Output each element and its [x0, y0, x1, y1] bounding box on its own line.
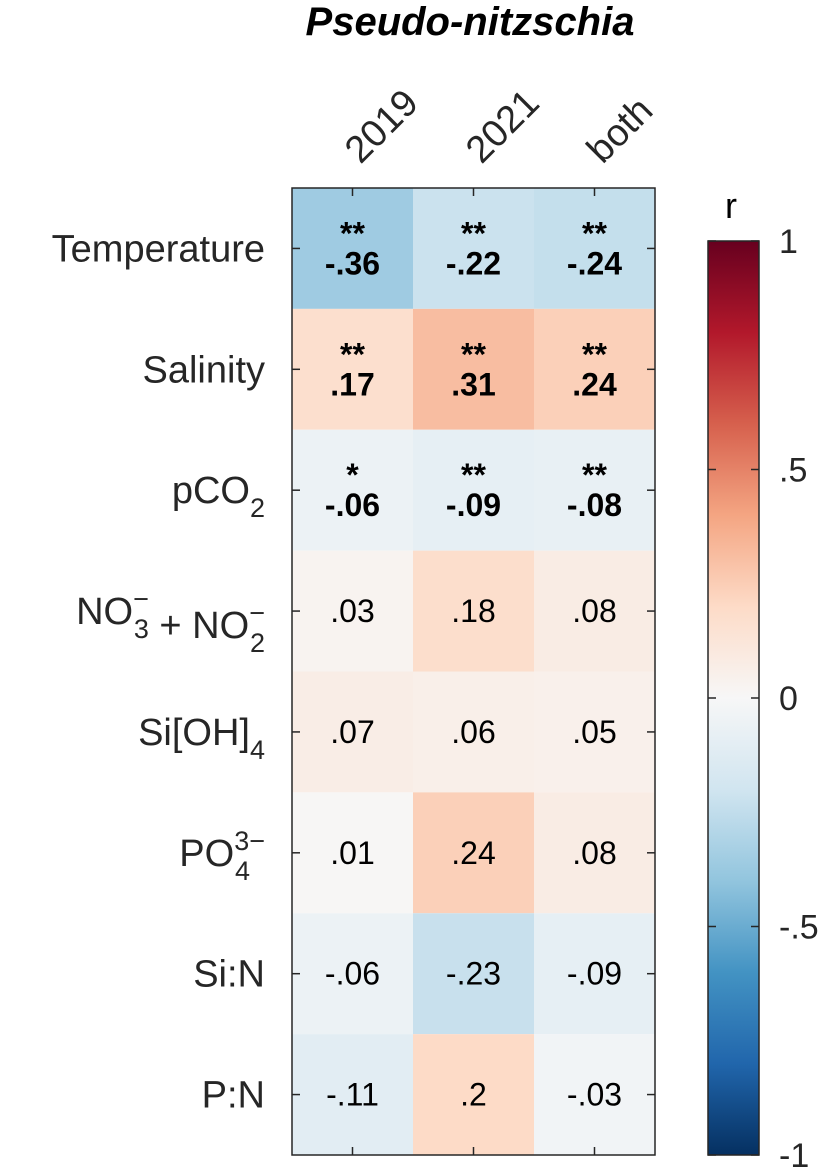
- heatmap-cell: [292, 550, 413, 672]
- cell-value-label: .24: [572, 366, 617, 402]
- significance-label: **: [582, 215, 607, 251]
- cell-value-label: -.06: [325, 487, 380, 523]
- cell-value-label: .2: [460, 1077, 487, 1113]
- cell-value-label: .08: [572, 835, 616, 871]
- cell-value-label: .07: [330, 714, 374, 750]
- significance-label: **: [340, 215, 365, 251]
- cell-value-label: .24: [451, 835, 495, 871]
- row-label: pCO2: [172, 470, 265, 523]
- heatmap-cell: [413, 913, 534, 1035]
- heatmap-cell: [534, 429, 655, 551]
- cell-value-label: -.23: [446, 956, 501, 992]
- cell-value-label: .18: [451, 593, 495, 629]
- heatmap-cell: [292, 913, 413, 1035]
- heatmap-cell: [413, 550, 534, 672]
- colorbar-gradient: [707, 240, 760, 1156]
- cell-value-label: -.11: [326, 1077, 379, 1113]
- axis-ticks: [292, 188, 655, 1155]
- row-label: Si:N: [193, 954, 265, 996]
- column-label: 2021: [458, 82, 547, 171]
- heatmap-cell: [534, 1034, 655, 1155]
- cell-value-label: -.22: [446, 245, 501, 281]
- colorbar-tick-label: 0: [779, 680, 798, 718]
- heatmap-cell: [292, 671, 413, 793]
- row-label: Temperature: [52, 228, 265, 270]
- row-labels: Temperature Salinity pCO2 NO− 3 + NO− 2 Si[OH]…: [52, 228, 265, 1116]
- heatmap-cell: [534, 308, 655, 430]
- cell-value-label: -.08: [567, 487, 622, 523]
- colorbar-ticks: 1 .5 0 -.5 -1: [708, 223, 819, 1173]
- cell-value-label: .05: [572, 714, 616, 750]
- heatmap-cell: [534, 913, 655, 1035]
- heatmap-cell: [534, 550, 655, 672]
- significance-label: **: [582, 336, 607, 372]
- heatmap-cell: [292, 429, 413, 551]
- column-label: both: [579, 89, 661, 171]
- cell-value-label: .06: [451, 714, 495, 750]
- cell-value-label: .01: [330, 835, 374, 871]
- significance-label: **: [461, 215, 486, 251]
- cell-value-label: .17: [330, 366, 374, 402]
- row-label: NO− 3 + NO− 2: [76, 584, 265, 658]
- heatmap-cell: [292, 308, 413, 430]
- column-label: 2019: [337, 82, 426, 171]
- heatmap-cell: [292, 792, 413, 914]
- cell-value-label: -.03: [567, 1077, 622, 1113]
- column-labels: 2019 2021 both: [337, 82, 661, 171]
- row-label: P:N: [202, 1075, 265, 1117]
- cell-value-label: -.24: [567, 245, 622, 281]
- cell-value-label: -.09: [567, 956, 622, 992]
- cell-value-label: .31: [451, 366, 495, 402]
- colorbar: r 1 .5 0 -.5 -1: [707, 185, 819, 1173]
- colorbar-label: r: [725, 185, 737, 226]
- colorbar-tick-label: -.5: [779, 909, 819, 947]
- cell-value-label: -.36: [325, 245, 380, 281]
- significance-label: **: [340, 336, 365, 372]
- heatmap-cell: [534, 671, 655, 793]
- heatmap-cell: [413, 792, 534, 914]
- heatmap-cell: [413, 429, 534, 551]
- row-label: Salinity: [143, 349, 266, 391]
- heatmap-cell: [534, 188, 655, 309]
- heatmap-cell: [292, 1034, 413, 1155]
- row-label: Si[OH]4: [138, 712, 265, 765]
- heatmap-cells: **-.36**-.22**-.24**.17**.31**.24*-.06**…: [292, 188, 655, 1155]
- colorbar-tick-label: 1: [779, 223, 798, 261]
- cell-value-label: -.09: [446, 487, 501, 523]
- heatmap-cell: [413, 188, 534, 309]
- cell-value-label: .03: [330, 593, 374, 629]
- colorbar-tick-label: -1: [779, 1137, 809, 1173]
- chart-title: Pseudo-nitzschia: [306, 0, 635, 44]
- cell-value-label: .08: [572, 593, 616, 629]
- significance-label: *: [346, 457, 359, 493]
- significance-label: **: [461, 336, 486, 372]
- colorbar-tick-label: .5: [779, 452, 807, 490]
- heatmap-cell: [413, 1034, 534, 1155]
- heatmap-cell: [413, 308, 534, 430]
- row-label: PO3− 4: [179, 826, 265, 886]
- heatmap-cell: [292, 188, 413, 309]
- significance-label: **: [461, 457, 486, 493]
- significance-label: **: [582, 457, 607, 493]
- heatmap-cell: [413, 671, 534, 793]
- cell-value-label: -.06: [325, 956, 380, 992]
- heatmap-cell: [534, 792, 655, 914]
